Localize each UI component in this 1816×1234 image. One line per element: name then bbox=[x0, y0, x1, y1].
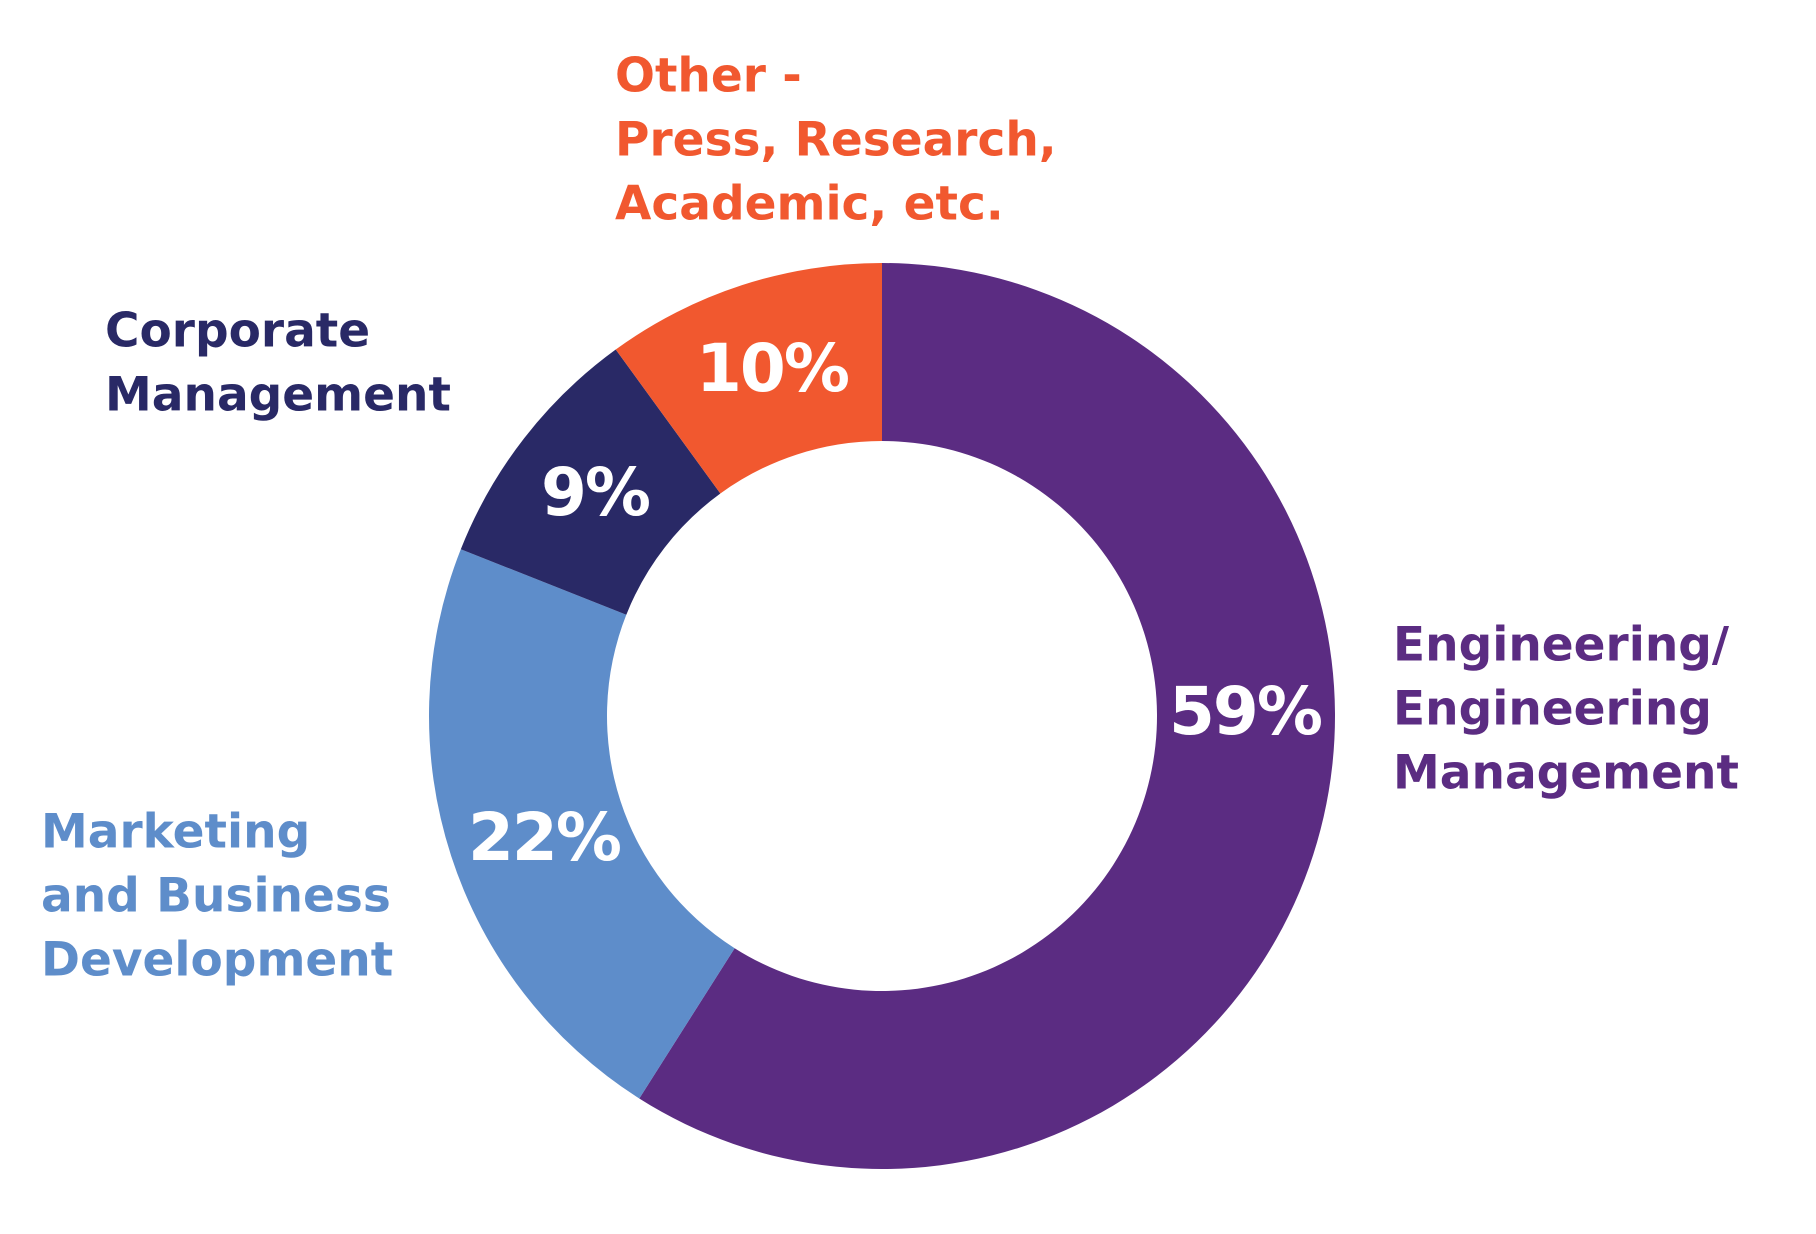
donut-segment bbox=[429, 549, 735, 1099]
category-label: Marketing bbox=[41, 805, 310, 860]
category-label: Academic, etc. bbox=[615, 177, 1004, 232]
category-label: Management bbox=[105, 368, 451, 423]
category-label: Corporate bbox=[105, 304, 370, 359]
category-label: and Business bbox=[41, 869, 391, 924]
value-label: 22% bbox=[468, 799, 621, 876]
value-label: 59% bbox=[1169, 673, 1322, 750]
value-label: 9% bbox=[541, 454, 650, 531]
category-label: Engineering bbox=[1393, 682, 1712, 737]
category-label: Other - bbox=[615, 49, 802, 104]
donut-segment bbox=[460, 349, 721, 615]
value-label: 10% bbox=[696, 330, 849, 407]
donut-segment bbox=[639, 263, 1335, 1169]
category-label: Management bbox=[1393, 746, 1739, 801]
category-label: Press, Research, bbox=[615, 113, 1057, 168]
donut-segment bbox=[615, 263, 882, 494]
category-label: Engineering/ bbox=[1393, 618, 1730, 673]
category-label: Development bbox=[41, 933, 393, 988]
